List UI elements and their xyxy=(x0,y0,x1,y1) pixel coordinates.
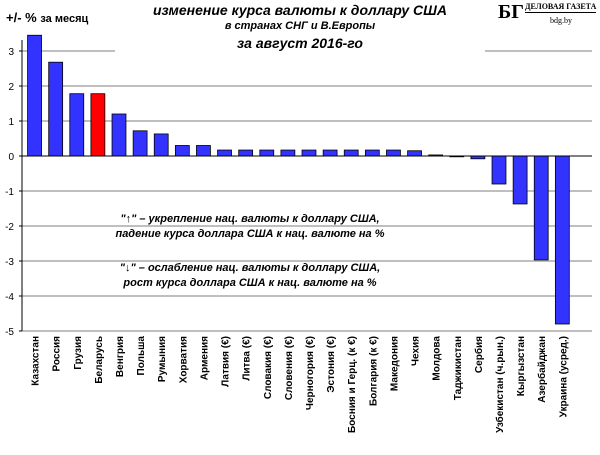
bar xyxy=(364,149,380,157)
annotation-down: "↓" – ослабление нац. валюты к доллару С… xyxy=(80,261,420,291)
x-tick-label: Чехия xyxy=(411,336,422,366)
bar xyxy=(322,149,338,157)
x-tick-label: Польша xyxy=(136,336,147,376)
chart-title-block: изменение курса валюты к доллару США в с… xyxy=(115,2,485,52)
bar xyxy=(512,155,528,205)
x-tick-label: Таджикистан xyxy=(453,336,464,400)
logo-site: bdg.by xyxy=(550,16,572,25)
chart-title: изменение курса валюты к доллару США xyxy=(115,2,485,19)
chart-subtitle: в странах СНГ и В.Европы xyxy=(115,19,485,33)
bar xyxy=(27,34,42,157)
x-tick-label: Азербайджан xyxy=(536,336,548,403)
bar xyxy=(533,155,549,261)
bar xyxy=(69,93,85,157)
y-tick-label: -4 xyxy=(5,292,14,303)
bar xyxy=(217,149,232,157)
annotation-line: "↑" – укрепление нац. валюты к доллару С… xyxy=(120,213,380,225)
x-tick-label: Армения xyxy=(199,336,210,380)
logo-name: ДЕЛОВАЯ ГАЗЕТА xyxy=(525,2,597,13)
x-tick-label: Румыния xyxy=(157,336,168,382)
x-tick-label: Узбекистан (ч.рын.) xyxy=(494,336,506,433)
annotation-line: падение курса доллара США к нац. валюте … xyxy=(115,228,385,240)
y-axis-label: +/- % за месяц xyxy=(6,10,88,25)
y-tick-label: -3 xyxy=(5,257,14,268)
y-tick-label: 3 xyxy=(8,47,14,58)
x-tick-label: Литва (€) xyxy=(242,336,253,381)
annotation-line: рост курса доллара США к нац. валюте на … xyxy=(123,277,377,289)
bar xyxy=(196,145,211,157)
bar xyxy=(386,149,401,157)
x-tick-label: Россия xyxy=(52,336,63,372)
plot-area xyxy=(22,40,592,331)
x-tick-label: Босния и Герц. (к €) xyxy=(347,336,358,433)
bar xyxy=(554,155,570,325)
y-tick-label: -1 xyxy=(5,187,14,198)
bar xyxy=(132,130,148,157)
bar xyxy=(48,61,64,157)
bar xyxy=(491,155,507,185)
x-tick-label: Хорватия xyxy=(178,336,189,383)
bar xyxy=(301,149,317,157)
y-tick-label: 2 xyxy=(8,82,14,93)
bar xyxy=(259,149,275,157)
bar xyxy=(111,113,127,157)
x-tick-label: Словакия (€) xyxy=(263,336,274,399)
bar xyxy=(153,133,169,157)
y-tick-label: 1 xyxy=(8,117,14,128)
bar xyxy=(343,149,359,157)
x-tick-label: Македония xyxy=(389,336,400,391)
x-tick-label: Украина (усред.) xyxy=(558,336,569,417)
annotation-line: "↓" – ослабление нац. валюты к доллару С… xyxy=(119,262,381,274)
bar xyxy=(407,150,422,157)
x-tick-label: Беларусь xyxy=(94,336,105,384)
y-label-text: +/- % xyxy=(6,10,37,25)
x-tick-label: Грузия xyxy=(73,336,84,370)
annotation-up: "↑" – укрепление нац. валюты к доллару С… xyxy=(80,212,420,242)
y-tick-label: -2 xyxy=(5,222,14,233)
x-tick-label: Словения (€) xyxy=(284,336,295,400)
y-tick-label: 0 xyxy=(8,152,14,163)
x-tick-label: Латвия (€) xyxy=(221,336,232,387)
x-tick-label: Эстония (€) xyxy=(326,336,337,393)
logo: БГ ДЕЛОВАЯ ГАЗЕТА bdg.by xyxy=(498,0,600,30)
x-tick-label: Черногория (€) xyxy=(305,336,316,410)
bar xyxy=(174,145,190,157)
y-tick-label: -5 xyxy=(5,327,14,338)
bar xyxy=(238,149,254,157)
x-tick-label: Венгрия xyxy=(115,336,126,377)
bar xyxy=(90,93,106,157)
logo-mark: БГ xyxy=(498,1,524,23)
y-label-unit: за месяц xyxy=(40,13,89,25)
x-tick-label: Болгария (к €) xyxy=(368,336,379,406)
x-tick-label: Молдова xyxy=(432,336,443,381)
x-tick-label: Кыргызстан xyxy=(516,336,527,396)
bar xyxy=(280,149,296,157)
x-tick-label: Сербия xyxy=(473,336,485,373)
chart-period: за август 2016-го xyxy=(115,35,485,52)
x-tick-label: Казахстан xyxy=(31,336,42,386)
